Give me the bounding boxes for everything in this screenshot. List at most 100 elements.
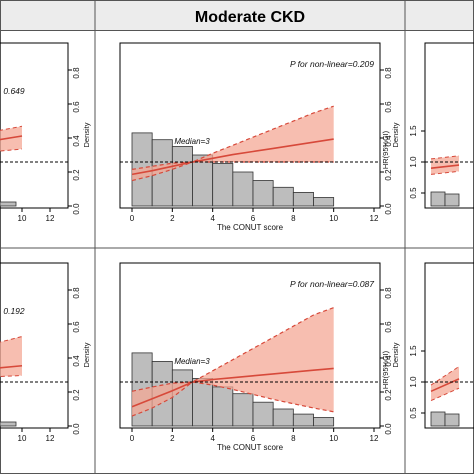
density-bar (272, 408, 294, 427)
x-axis-label: The CONUT score (217, 443, 284, 452)
x-tick-label: 8 (291, 434, 296, 443)
density-bar (192, 377, 214, 427)
ci-lower-line (430, 387, 460, 402)
density-tick-label: 0.0 (72, 203, 81, 215)
x-tick-label: 2 (170, 214, 175, 223)
hr-tick-label: 0.5 (409, 187, 418, 199)
hr-curve (131, 138, 334, 176)
density-tick-label: 0.6 (384, 101, 393, 113)
density-tick-label: 0.8 (384, 67, 393, 79)
x-tick-label: 4 (210, 214, 215, 223)
density-bar (232, 171, 254, 207)
density-bar (212, 163, 234, 207)
p-value-label: P for non-linear=0.209 (290, 59, 374, 69)
density-bar (232, 393, 254, 427)
panel-top-middle: P for non-linear=0.209 Median=3 0 2 4 6 8 10 12 T… (119, 42, 400, 232)
x-tick-label: 12 (370, 214, 379, 223)
x-axis-label: The CONUT score (217, 223, 284, 232)
density-bar (444, 193, 460, 207)
density-tick-label: 0.6 (384, 321, 393, 333)
ci-band (431, 155, 459, 175)
plot-box (0, 262, 69, 429)
plot-box (119, 42, 381, 209)
plot-box (119, 262, 381, 429)
density-bar (192, 154, 214, 207)
hr-tick-label: 0.5 (409, 407, 418, 419)
density-tick-label: 0.6 (72, 321, 81, 333)
density-bar (444, 413, 460, 427)
ci-lower-line (430, 170, 460, 175)
panel-top-left: 0.649 10 12 0.8 0.6 0.4 0.2 0.0 Density (0, 42, 91, 223)
ci-upper-line (430, 366, 460, 386)
density-tick-label: 0.4 (72, 355, 81, 367)
density-axis-label: Density (391, 342, 400, 367)
hr-curve (430, 378, 460, 393)
hr-tick-label: 1.5 (409, 345, 418, 357)
density-bar (171, 369, 193, 427)
density-axis-label: Density (82, 342, 91, 367)
density-tick-label: 0.8 (72, 287, 81, 299)
density-tick-label: 0.2 (384, 169, 393, 181)
ci-band (0, 126, 22, 152)
x-tick-label: 2 (170, 434, 175, 443)
density-tick-label: 0.2 (72, 389, 81, 401)
p-value-label: 0.192 (3, 306, 25, 316)
density-axis-label: Density (391, 122, 400, 147)
hr-curve (430, 164, 460, 169)
ci-upper-line (131, 105, 334, 170)
density-bar (252, 401, 274, 427)
median-label: Median=3 (174, 137, 210, 146)
x-tick-label: 6 (251, 434, 256, 443)
ci-lower-line (0, 148, 23, 152)
hr-tick-label: 1.0 (409, 376, 418, 388)
density-tick-label: 0.8 (72, 67, 81, 79)
x-tick-label: 0 (130, 214, 135, 223)
header-title: Moderate CKD (195, 9, 305, 26)
density-tick-label: 0.4 (72, 135, 81, 147)
header-strip (0, 0, 474, 31)
density-tick-label: 0.2 (72, 169, 81, 181)
density-tick-label: 0.4 (384, 135, 393, 147)
density-bar (272, 186, 294, 207)
x-tick-label: 12 (46, 214, 55, 223)
x-tick-label: 8 (291, 214, 296, 223)
ci-lower-line (131, 381, 334, 417)
density-bar (430, 191, 446, 207)
x-tick-label: 10 (18, 434, 27, 443)
density-bar (313, 197, 335, 207)
panel-top-right: 1.5 1.0 0.5 (409, 42, 474, 209)
density-tick-label: 0.8 (384, 287, 393, 299)
density-bar (313, 417, 335, 427)
density-tick-label: 0.0 (384, 423, 393, 435)
x-tick-label: 12 (370, 434, 379, 443)
density-bar (292, 191, 314, 207)
hr-tick-label: 1.0 (409, 156, 418, 168)
panel-bottom-right: 1.5 1.0 0.5 (409, 262, 474, 429)
plot-box (0, 42, 69, 209)
x-tick-label: 4 (210, 434, 215, 443)
density-tick-label: 0.0 (72, 423, 81, 435)
density-bar (212, 386, 234, 427)
plot-box (424, 42, 474, 209)
density-bar (430, 411, 446, 427)
x-tick-label: 6 (251, 214, 256, 223)
plot-box (424, 262, 474, 429)
hr-axis-label: HR(95%CI) (381, 130, 390, 169)
x-tick-label: 10 (18, 214, 27, 223)
density-tick-label: 0.6 (72, 101, 81, 113)
density-bar (252, 180, 274, 207)
density-axis-label: Density (82, 122, 91, 147)
ci-band (431, 366, 459, 401)
density-bar (0, 201, 17, 207)
density-bar (292, 413, 314, 427)
x-tick-label: 10 (329, 214, 338, 223)
ci-upper-line (131, 307, 334, 392)
p-value-label: 0.649 (3, 86, 25, 96)
p-value-label: P for non-linear=0.087 (290, 279, 374, 289)
hr-curve (131, 367, 334, 408)
hr-axis-label: HR(95%CI) (381, 350, 390, 389)
density-tick-label: 0.2 (384, 389, 393, 401)
panel-bottom-middle: P for non-linear=0.087 Median=3 0 2 4 6 8 10 12 T… (119, 262, 400, 452)
density-tick-label: 0.4 (384, 355, 393, 367)
